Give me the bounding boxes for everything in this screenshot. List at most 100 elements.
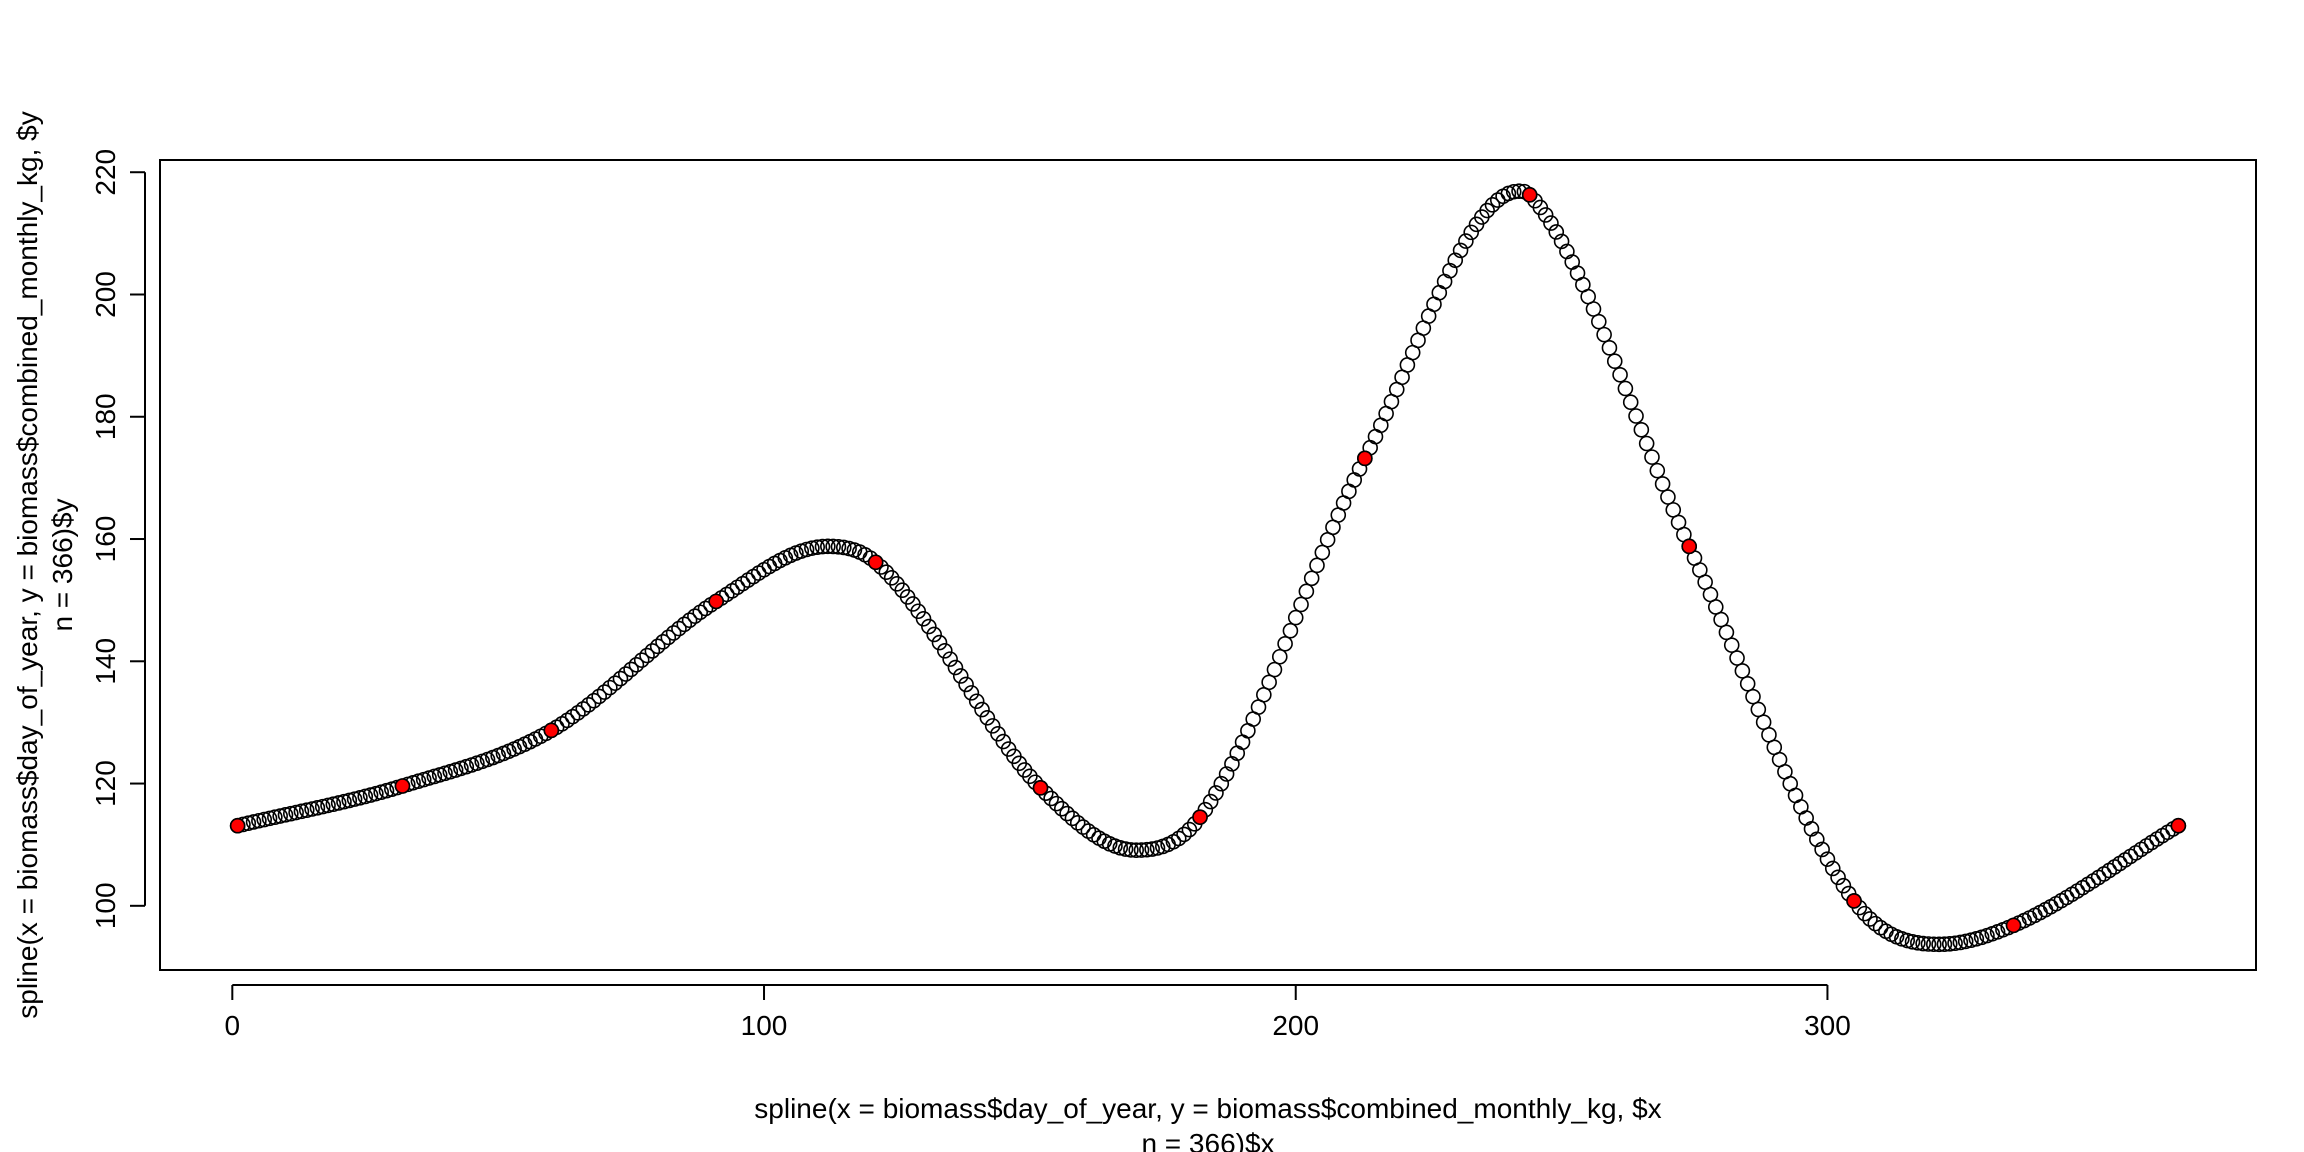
spline-point [958, 676, 974, 693]
spline-point [687, 608, 703, 624]
spline-point [267, 809, 283, 825]
spline-point [1447, 252, 1464, 269]
spline-point [304, 801, 320, 817]
y-axis-title-line-1: spline(x = biomass$day_of_year, y = biom… [12, 111, 43, 1018]
monthly-point [1681, 538, 1697, 555]
spline-point [644, 643, 661, 659]
spline-point [952, 668, 969, 684]
spline-point [1059, 805, 1075, 822]
spline-point [974, 701, 990, 718]
spline-point [681, 612, 698, 629]
monthly-point [1521, 187, 1538, 203]
spline-point [1293, 596, 1309, 613]
spline-point [570, 705, 586, 721]
spline-point [1856, 905, 1873, 922]
spline-point [814, 538, 831, 555]
spline-point [926, 626, 942, 643]
spline-point [1128, 842, 1145, 858]
spline-point [915, 610, 932, 627]
spline-point [809, 539, 825, 555]
spline-point [1123, 842, 1139, 858]
spline-point [676, 616, 693, 633]
spline-point [937, 643, 953, 659]
spline-point [942, 651, 958, 667]
spline-point [1718, 624, 1735, 641]
spline-open-points [229, 183, 2187, 953]
spline-point [979, 709, 996, 726]
spline-point [1957, 933, 1974, 950]
spline-point [1553, 233, 1570, 250]
spline-point [1723, 637, 1740, 653]
spline-point [309, 800, 326, 816]
spline-point [1947, 935, 1963, 952]
spline-point [330, 795, 347, 811]
spline-point [564, 708, 581, 725]
spline-point [1176, 826, 1192, 843]
spline-point [1139, 841, 1155, 858]
spline-point [931, 634, 948, 651]
spline-point [1064, 810, 1081, 827]
spline-point [1644, 449, 1660, 465]
spline-point [633, 652, 650, 668]
spline-point [1713, 611, 1729, 628]
spline-point [1048, 795, 1065, 812]
spline-point [804, 540, 820, 556]
x-tick-label: 300 [1804, 1010, 1851, 1041]
spline-point [623, 661, 639, 678]
spline-point [325, 796, 342, 813]
spline-point [283, 805, 299, 822]
spline-point [835, 539, 852, 556]
spline-point [1739, 675, 1756, 692]
spline-point [580, 697, 597, 713]
monthly-red-points [229, 187, 2187, 934]
x-tick-label: 0 [225, 1010, 241, 1041]
spline-point [336, 793, 352, 810]
spline-point [596, 684, 613, 700]
x-axis-title-line-2: n = 366)$x [1141, 1128, 1274, 1152]
y-tick-label: 140 [90, 638, 121, 685]
spline-point [1271, 648, 1288, 665]
spline-point [1548, 224, 1565, 240]
spline-point [1622, 394, 1639, 411]
spline-point [1660, 489, 1676, 505]
spline-point [1734, 663, 1751, 679]
spline-point [1309, 557, 1325, 574]
plot-frame [159, 159, 2257, 971]
y-tick-label: 220 [90, 149, 121, 196]
spline-point [1069, 815, 1086, 831]
y-axis: 100 120 140 160 180 200 220 [90, 149, 146, 929]
spline-point [1606, 353, 1623, 370]
spline-point [1043, 790, 1059, 807]
y-tick-label: 160 [90, 516, 121, 563]
spline-point [1117, 841, 1134, 857]
spline-point [968, 693, 985, 710]
spline-point [921, 618, 937, 635]
spline-point [245, 814, 262, 830]
spline-point [1479, 202, 1495, 219]
spline-point [1075, 819, 1091, 835]
spline-point [1910, 935, 1926, 951]
spline-point [1543, 215, 1559, 231]
spline-point [1830, 869, 1846, 886]
spline-point [1144, 841, 1160, 857]
spline-point [1835, 877, 1852, 894]
spline-point [1463, 224, 1479, 241]
spline-point [617, 666, 634, 682]
spline-point [586, 692, 602, 709]
spline-point [1596, 326, 1612, 343]
y-tick-label: 100 [90, 882, 121, 929]
spline-point [1814, 841, 1830, 858]
spline-point [639, 647, 655, 664]
spline-point [251, 812, 267, 829]
monthly-point [1192, 809, 1208, 825]
spline-point [1867, 915, 1884, 932]
spline-point [990, 725, 1006, 742]
monthly-point [1032, 780, 1049, 796]
spline-point [1282, 622, 1299, 639]
y-axis-title-line-2: n = 366)$y [47, 498, 78, 631]
spline-point [1218, 766, 1235, 782]
spline-point [1287, 609, 1304, 626]
spline-point [1931, 936, 1947, 953]
